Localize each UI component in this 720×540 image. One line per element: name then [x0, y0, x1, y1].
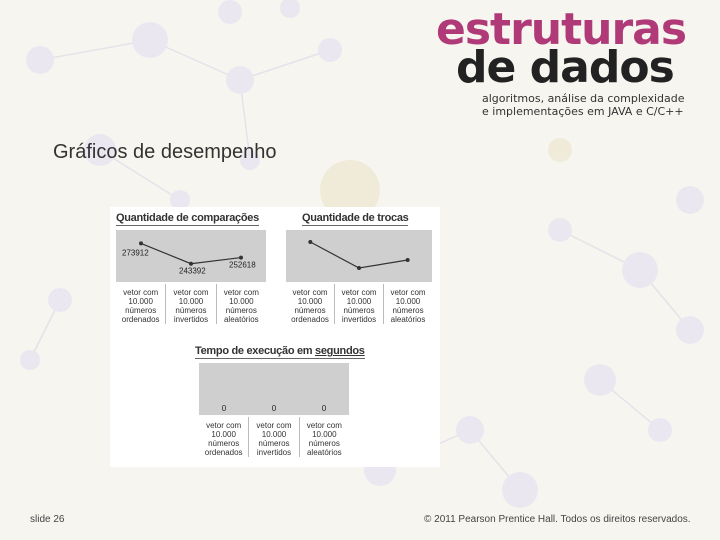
chart-title: Quantidade de trocas	[302, 212, 409, 226]
category-label: vetor com 10.000 números ordenados	[199, 417, 250, 457]
brand-tagline-1: algoritmos, análise da complexidade	[482, 92, 685, 105]
category-label: vetor com 10.000 números ordenados	[116, 284, 167, 324]
category-label: vetor com 10.000 números aleatórios	[223, 288, 259, 324]
copyright-notice: © 2011 Pearson Prentice Hall. Todos os d…	[424, 514, 691, 525]
slide-number: slide 26	[30, 514, 65, 525]
data-label: 0	[222, 404, 227, 413]
chart-title: Quantidade de comparações	[116, 212, 259, 226]
brand-subtitle: de dados	[456, 42, 675, 93]
data-point	[308, 240, 313, 244]
category-label: vetor com 10.000 números invertidos	[166, 284, 217, 324]
chart-title: Tempo de execução em segundos	[195, 345, 365, 359]
category-labels: vetor com 10.000 números ordenados vetor com…	[199, 417, 349, 457]
data-label: 273912	[122, 248, 149, 257]
data-point	[139, 241, 143, 246]
category-label: vetor com 10.000 números invertidos	[335, 284, 384, 324]
swaps-chart: Quantidade de trocas vetor com 10.000 núme…	[278, 210, 434, 332]
category-label: vetor com 10.000 números aleatórios	[390, 288, 426, 324]
data-point	[405, 258, 410, 262]
series-line	[140, 242, 242, 265]
data-label: 0	[322, 404, 327, 413]
series-line	[310, 241, 408, 269]
execution-time-chart: Tempo de execução em segundos 0 0 0 vetor c…	[193, 343, 365, 465]
data-label: 0	[272, 404, 277, 413]
data-label: 252618	[229, 261, 256, 270]
chart-marks	[308, 240, 410, 270]
category-label: vetor com 10.000 números aleatórios	[306, 421, 342, 457]
brand-tagline-2: e implementações em JAVA e C/C++	[482, 105, 684, 118]
data-point	[239, 255, 243, 260]
slide-title: Gráficos de desempenho	[53, 141, 277, 163]
category-labels: vetor com 10.000 números ordenados vetor com…	[116, 284, 266, 324]
data-point	[357, 266, 361, 270]
category-labels: vetor com 10.000 números ordenados vetor com…	[286, 284, 432, 324]
brand-title: estruturas	[436, 4, 687, 55]
category-label: vetor com 10.000 números invertidos	[249, 417, 300, 457]
data-point	[189, 261, 193, 266]
chart-marks: 0 0 0	[222, 404, 327, 413]
comparisons-chart: Quantidade de comparações 273912 243392 25…	[114, 210, 270, 332]
data-label: 243392	[179, 267, 206, 276]
plot-area	[199, 363, 349, 415]
chart-marks: 273912 243392 252618	[122, 241, 256, 276]
plot-area	[286, 230, 432, 282]
category-label: vetor com 10.000 números ordenados	[286, 284, 335, 324]
